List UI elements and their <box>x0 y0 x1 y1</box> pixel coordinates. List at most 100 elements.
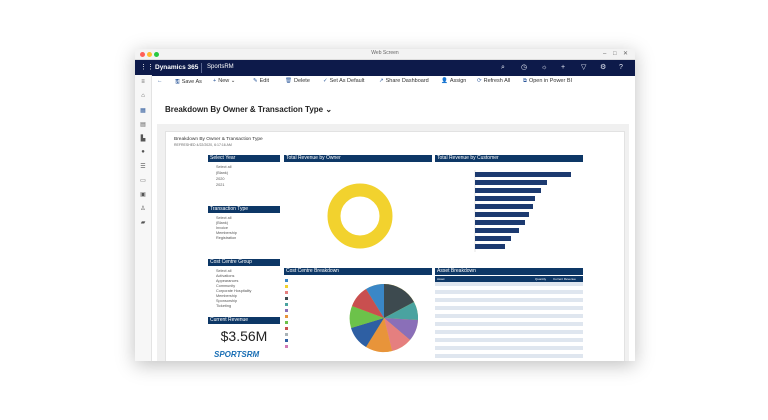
search-icon[interactable]: ⌕ <box>501 64 505 71</box>
save-as-button[interactable]: 🖫 Save As <box>175 78 202 87</box>
legend-item <box>285 296 289 300</box>
customer-bar[interactable] <box>475 204 533 209</box>
slicer-item[interactable]: 2020 <box>216 177 225 181</box>
close-icon[interactable]: ✕ <box>623 51 629 57</box>
customer-bar[interactable] <box>475 180 547 185</box>
hamburger-menu-icon[interactable]: ≡ <box>141 79 145 85</box>
help-icon[interactable]: ? <box>619 64 623 71</box>
refresh-icon: ⟳ <box>477 78 482 84</box>
chevron-down-icon[interactable]: ⌄ <box>325 105 333 114</box>
current-revenue-header: Current Revenue <box>208 317 280 324</box>
edit-button[interactable]: ✎ Edit <box>253 78 269 84</box>
customer-bar[interactable] <box>475 244 505 249</box>
top-navbar: ⋮⋮ Dynamics 365 SportsRM ⌕ ◷ ☼ + ▽ ⚙ ? <box>135 60 635 76</box>
slicer-item[interactable]: Membership <box>216 231 237 235</box>
customer-bar[interactable] <box>475 220 525 225</box>
slicer-item[interactable]: Ticketing <box>216 304 232 308</box>
customer-bar[interactable] <box>475 212 529 217</box>
page-title[interactable]: Breakdown By Owner & Transaction Type ⌄ <box>165 105 332 114</box>
lightbulb-icon[interactable]: ☼ <box>541 64 548 71</box>
delete-label: Delete <box>293 78 310 84</box>
contact-icon[interactable]: ● <box>141 149 145 155</box>
navbar-divider <box>201 63 202 73</box>
dashboard-icon[interactable]: ▦ <box>140 108 146 114</box>
customer-bar[interactable] <box>475 228 519 233</box>
column-header-quantity[interactable]: Quantity <box>535 277 547 281</box>
slicer-item[interactable]: Appearances <box>216 279 239 283</box>
app-launcher-icon[interactable]: ⋮⋮ <box>140 64 154 71</box>
donut-segment-yellow[interactable] <box>327 183 393 249</box>
legend-item <box>285 302 289 306</box>
pie-slice[interactable] <box>384 318 410 351</box>
document-icon[interactable]: ▭ <box>140 178 146 184</box>
legend-item <box>285 314 289 318</box>
list-icon[interactable]: ☰ <box>140 164 146 170</box>
page-title-text: Breakdown By Owner & Transaction Type <box>165 105 324 114</box>
person-icon[interactable]: ♙ <box>140 206 146 212</box>
settings-gear-icon[interactable]: ⚙ <box>600 64 607 71</box>
open-in-power-bi-button[interactable]: ⧉ Open in Power BI <box>523 78 572 85</box>
briefcase-icon[interactable]: ▰ <box>140 220 146 226</box>
task-icon[interactable]: ◷ <box>521 64 528 71</box>
current-revenue-value: $3.56M <box>220 328 268 344</box>
pie-slice[interactable] <box>366 318 392 353</box>
delete-button[interactable]: 🗑 Delete <box>285 78 310 84</box>
pie-slice[interactable] <box>352 289 384 318</box>
pie-slice[interactable] <box>366 283 384 318</box>
column-header-current-revenue[interactable]: Current Revenue <box>553 277 576 281</box>
minimize-dot-icon[interactable] <box>147 52 152 57</box>
share-icon: ↗ <box>379 78 384 84</box>
column-header-asset[interactable]: Asset <box>437 277 445 281</box>
clipboard-icon[interactable]: ▤ <box>140 122 146 128</box>
calendar-icon[interactable]: ▣ <box>140 192 146 198</box>
back-button[interactable]: ← <box>157 78 165 84</box>
refresh-all-button[interactable]: ⟳ Refresh All <box>477 78 510 84</box>
slicer-item[interactable]: Select all <box>216 269 232 273</box>
slicer-item[interactable]: 2021 <box>216 183 225 187</box>
slicer-item[interactable]: Registration <box>216 236 237 240</box>
cost-centre-group-header: Cost Centre Group <box>208 259 280 266</box>
filter-icon[interactable]: ▽ <box>581 64 587 71</box>
share-dashboard-button[interactable]: ↗ Share Dashboard <box>379 78 429 84</box>
slicer-item[interactable]: Select all <box>216 165 232 169</box>
customer-bar[interactable] <box>475 196 535 201</box>
new-button[interactable]: + New ⌄ <box>213 78 236 84</box>
slicer-item[interactable]: Community <box>216 284 236 288</box>
pie-slice[interactable] <box>349 306 384 328</box>
customer-bar[interactable] <box>475 172 571 177</box>
close-dot-icon[interactable] <box>140 52 145 57</box>
owner-donut-chart <box>327 183 393 249</box>
customer-bar[interactable] <box>475 188 541 193</box>
transaction-type-header: Transaction Type <box>208 206 280 213</box>
slicer-item[interactable]: (Blank) <box>216 221 229 225</box>
pie-slice[interactable] <box>384 318 418 340</box>
pie-slice[interactable] <box>351 318 384 347</box>
brand-name[interactable]: Dynamics 365 <box>155 64 199 71</box>
slicer-item[interactable]: Sponsorship <box>216 299 238 303</box>
cost-centre-legend <box>285 278 321 358</box>
building-icon[interactable]: ▙ <box>140 136 146 142</box>
slicer-item[interactable]: (Blank) <box>216 171 229 175</box>
maximize-dot-icon[interactable] <box>154 52 159 57</box>
sportsrm-logo: SPORTSRM <box>214 350 260 359</box>
slicer-item[interactable]: Membership <box>216 294 237 298</box>
slicer-item[interactable]: Activations <box>216 274 235 278</box>
home-icon[interactable]: ⌂ <box>141 93 145 99</box>
pie-slice[interactable] <box>384 302 419 320</box>
assign-label: Assign <box>449 78 467 84</box>
restore-icon[interactable]: □ <box>613 51 617 57</box>
slicer-item[interactable]: Corporate Hospitality <box>216 289 252 293</box>
app-name[interactable]: SportsRM <box>207 64 234 70</box>
set-as-default-button[interactable]: ✓ Set As Default <box>323 78 364 84</box>
add-icon[interactable]: + <box>561 64 566 71</box>
assign-button[interactable]: 👤 Assign <box>441 78 466 84</box>
minimize-icon[interactable]: – <box>603 51 607 57</box>
save-as-icon: 🖫 <box>175 79 180 85</box>
slicer-item[interactable]: Invoice <box>216 226 229 230</box>
customer-bar[interactable] <box>475 236 511 241</box>
legend-item <box>285 284 289 288</box>
pie-slice[interactable] <box>384 284 414 318</box>
powerbi-icon: ⧉ <box>523 78 527 84</box>
legend-item <box>285 332 289 336</box>
slicer-item[interactable]: Select all <box>216 216 232 220</box>
